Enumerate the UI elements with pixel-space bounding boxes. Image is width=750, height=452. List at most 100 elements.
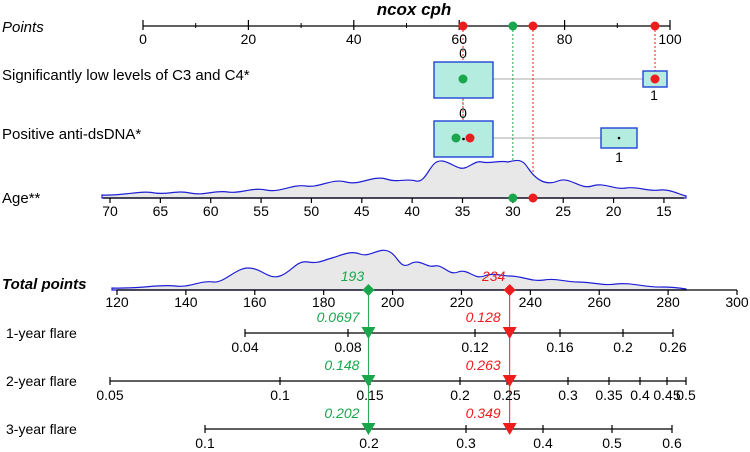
outcome-axis-label: 1-year flare <box>6 325 77 341</box>
probability-value-label: 0.263 <box>466 357 501 373</box>
points-axis-marker <box>458 21 468 31</box>
variable-marker <box>650 74 660 84</box>
axes <box>103 20 738 433</box>
patient-markers <box>361 21 660 435</box>
outcome-axis-tick-label: 0.35 <box>595 387 622 403</box>
points-axis-marker <box>650 21 660 31</box>
age-axis-tick-label: 20 <box>606 203 622 219</box>
points-axis-tick-label: 80 <box>557 31 573 47</box>
outcome-axis-tick-label: 0.45 <box>653 387 680 403</box>
probability-value-label: 0.148 <box>324 357 359 373</box>
total-points-density-curve <box>111 249 687 291</box>
variable-marker <box>458 74 468 84</box>
outcome-axis-tick-label: 0.3 <box>456 435 476 451</box>
age-axis-tick-label: 60 <box>203 203 219 219</box>
outcome-axis-tick-label: 0.5 <box>676 387 696 403</box>
outcome-axis-tick-label: 0.2 <box>450 387 470 403</box>
density-curves <box>101 159 687 291</box>
outcome-axis-tick-label: 0.2 <box>359 435 379 451</box>
level-box-center-dot <box>617 136 621 140</box>
points-axis-tick-label: 60 <box>451 31 467 47</box>
points-axis-tick-label: 0 <box>139 31 147 47</box>
outcome-axis-tick-label: 0.1 <box>195 435 215 451</box>
level-box-center-dot <box>462 137 465 141</box>
outcome-axis-tick-label: 0.12 <box>461 339 488 355</box>
level-label: 0 <box>459 105 467 121</box>
points-axis-tick-label: 20 <box>241 31 257 47</box>
probability-marker <box>502 423 517 435</box>
connector-lines <box>367 26 656 429</box>
total-points-value-label: 234 <box>481 268 506 284</box>
total-points-axis-tick-label: 280 <box>656 294 680 310</box>
total-points-axis-tick-label: 180 <box>312 294 336 310</box>
outcome-axis-tick-label: 0.2 <box>613 339 633 355</box>
probability-marker <box>502 375 517 387</box>
outcome-axis-label: 3-year flare <box>6 421 77 437</box>
age-axis-tick-label: 40 <box>404 203 420 219</box>
outcome-axis-tick-label: 0.25 <box>493 387 520 403</box>
outcome-axis-tick-label: 0.1 <box>270 387 290 403</box>
points-axis-label: Points <box>2 19 44 36</box>
level-label: 1 <box>650 87 658 103</box>
total-points-axis-tick-label: 140 <box>174 294 198 310</box>
age-marker <box>528 193 538 203</box>
probability-value-label: 0.349 <box>466 405 501 421</box>
outcome-axis-tick-label: 0.3 <box>558 387 578 403</box>
outcome-axis-tick-label: 0.04 <box>231 339 258 355</box>
age-axis-tick-label: 50 <box>304 203 320 219</box>
points-axis-tick-label: 100 <box>658 31 682 47</box>
age-axis-tick-label: 70 <box>102 203 118 219</box>
outcome-axis-tick-label: 0.4 <box>630 387 650 403</box>
age-axis-tick-label: 35 <box>455 203 471 219</box>
variable-marker <box>465 133 475 143</box>
probability-marker <box>361 423 376 435</box>
age-axis-tick-label: 65 <box>153 203 169 219</box>
age-axis-tick-label: 15 <box>656 203 672 219</box>
total-points-axis-tick-label: 300 <box>725 294 749 310</box>
points-axis-marker <box>528 21 538 31</box>
age-axis-tick-label: 25 <box>555 203 571 219</box>
outcome-axis-label: 2-year flare <box>6 373 77 389</box>
age-axis-tick-label: 45 <box>354 203 370 219</box>
probability-value-label: 0.202 <box>324 405 359 421</box>
total-points-axis-tick-label: 200 <box>381 294 405 310</box>
outcome-axis-tick-label: 0.15 <box>356 387 383 403</box>
total-points-value-label: 193 <box>341 268 365 284</box>
age-density-curve <box>101 159 687 199</box>
variable-marker <box>451 133 461 143</box>
total-points-marker <box>362 284 375 296</box>
probability-marker <box>361 327 376 339</box>
points-axis-marker <box>508 21 518 31</box>
variable-label: Age** <box>2 190 41 207</box>
outcome-axis-tick-label: 0.05 <box>96 387 123 403</box>
variable-label: Significantly low levels of C3 and C4* <box>2 67 250 84</box>
probability-marker <box>361 375 376 387</box>
total-points-axis-label: Total points <box>2 276 86 293</box>
chart-title: ncox cph <box>377 0 452 19</box>
outcome-axis-tick-label: 0.16 <box>546 339 573 355</box>
level-label: 0 <box>459 45 467 61</box>
variable-label: Positive anti-dsDNA* <box>2 126 141 143</box>
total-points-marker <box>503 284 516 296</box>
age-axis-tick-label: 55 <box>253 203 269 219</box>
points-axis-tick-label: 40 <box>346 31 362 47</box>
total-points-axis-tick-label: 260 <box>588 294 612 310</box>
probability-value-label: 0.128 <box>466 309 501 325</box>
total-points-axis-tick-label: 120 <box>105 294 129 310</box>
outcome-axis-tick-label: 0.08 <box>334 339 361 355</box>
probability-marker <box>502 327 517 339</box>
level-label: 1 <box>615 149 623 165</box>
age-axis-tick-label: 30 <box>505 203 521 219</box>
outcome-axis-tick-label: 0.4 <box>533 435 553 451</box>
total-points-axis-tick-label: 160 <box>243 294 267 310</box>
total-points-axis-tick-label: 240 <box>519 294 543 310</box>
outcome-axis-tick-label: 0.6 <box>662 435 682 451</box>
probability-value-label: 0.0697 <box>317 309 361 325</box>
outcome-axis-tick-label: 0.26 <box>659 339 686 355</box>
outcome-axis-tick-label: 0.5 <box>602 435 622 451</box>
total-points-axis-tick-label: 220 <box>450 294 474 310</box>
level-boxes <box>433 61 668 158</box>
age-marker <box>508 193 518 203</box>
